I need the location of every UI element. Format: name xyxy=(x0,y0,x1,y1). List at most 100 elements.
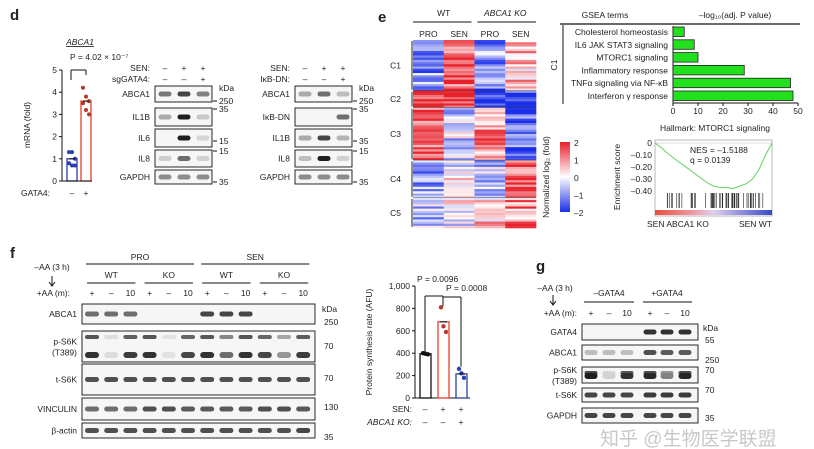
heatmap-cell xyxy=(505,153,537,157)
heatmap-cell xyxy=(443,109,475,113)
heatmap-cell xyxy=(413,210,445,214)
band xyxy=(257,352,272,358)
marker-label: 55 xyxy=(705,335,715,345)
blot-row-label: IκB-DN xyxy=(263,112,290,122)
p-value-2: P = 0.0008 xyxy=(446,283,487,293)
panel-label-d: d xyxy=(10,7,19,24)
gsea-header-value: –log₁₀(adj. P value) xyxy=(699,10,772,20)
kda-label: kDa xyxy=(322,304,337,314)
gsea-term: Cholesterol homeostasis xyxy=(575,27,668,37)
heatmap-cell xyxy=(443,86,475,89)
condition-value: – xyxy=(441,417,446,427)
heatmap-cell xyxy=(413,147,445,150)
band xyxy=(620,350,634,355)
heatmap-cell xyxy=(413,221,445,225)
lane-label: – xyxy=(166,288,171,298)
heatmap-cell xyxy=(413,75,445,78)
band xyxy=(104,335,119,339)
x-tick-label: 10 xyxy=(693,106,703,116)
heatmap-cell xyxy=(474,116,506,119)
heatmap-cell xyxy=(443,90,475,94)
condition-value: – xyxy=(303,74,308,84)
heatmap-cell xyxy=(443,94,475,98)
heatmap-cell xyxy=(474,206,506,209)
heatmap-cell xyxy=(474,48,506,52)
band xyxy=(678,373,692,379)
lane-label: 10 xyxy=(241,288,251,298)
band xyxy=(177,156,191,161)
heatmap-cell xyxy=(474,193,506,197)
heatmap-cell xyxy=(413,160,445,163)
heatmap-cell xyxy=(505,127,537,130)
heatmap-cell xyxy=(443,162,475,166)
heatmap-cell xyxy=(443,171,475,174)
heatmap-cell xyxy=(474,131,506,135)
heatmap-cell xyxy=(474,149,506,152)
heatmap-cell xyxy=(505,215,537,218)
blot-row-label: p-S6K (T389) xyxy=(52,337,77,358)
heatmap-cell xyxy=(474,173,506,177)
heatmap-cell xyxy=(443,144,475,148)
heatmap-cell xyxy=(413,149,445,152)
band xyxy=(181,406,195,412)
heatmap-cell xyxy=(413,215,445,218)
data-point xyxy=(67,150,71,155)
band xyxy=(200,406,215,412)
heatmap-cell xyxy=(413,195,445,199)
lane-label: – xyxy=(665,308,670,318)
group-header: +GATA4 xyxy=(651,288,683,298)
band xyxy=(181,428,195,433)
heatmap-cell xyxy=(505,99,537,102)
heatmap-cell xyxy=(505,107,537,111)
heatmap-cell xyxy=(413,140,445,144)
condition-value: + xyxy=(201,74,206,84)
band xyxy=(678,392,692,398)
band xyxy=(336,91,350,97)
heatmap-cell xyxy=(474,164,506,168)
heatmap-cell xyxy=(443,140,475,144)
heatmap-cell xyxy=(443,53,475,56)
cluster-label: C1 xyxy=(390,60,401,70)
heatmap-cell xyxy=(474,125,506,128)
nes-label: NES = –1.5188 xyxy=(690,145,748,155)
band xyxy=(219,311,234,317)
marker-label: 35 xyxy=(219,177,229,187)
marker-label: 35 xyxy=(219,104,229,114)
heatmap-cell xyxy=(474,182,506,185)
blot-row-label: VINCULIN xyxy=(37,404,77,414)
heatmap-cell xyxy=(413,97,445,100)
data-point xyxy=(438,305,444,310)
marker-label: 15 xyxy=(219,136,229,146)
marker-label: 15 xyxy=(359,146,369,156)
x-tick-label: 50 xyxy=(793,106,803,116)
column-header: SEN xyxy=(512,29,529,39)
heatmap-cell xyxy=(474,97,506,100)
heatmap-cell xyxy=(505,90,537,94)
panel-label-e: e xyxy=(378,9,386,26)
heatmap-cell xyxy=(413,171,445,174)
marker-label: 130 xyxy=(324,402,338,412)
heatmap-cell xyxy=(413,59,445,63)
band xyxy=(660,413,674,418)
plot-frame xyxy=(654,139,773,217)
blot-row-3 xyxy=(581,387,699,403)
heatmap-cell xyxy=(413,70,445,74)
heatmap-cell xyxy=(505,169,537,172)
y-tick-label: 4 xyxy=(52,87,57,97)
heatmap-cell xyxy=(505,221,537,225)
heatmap-cell xyxy=(413,66,445,69)
heatmap-cell xyxy=(474,217,506,220)
heatmap-cell xyxy=(474,42,506,45)
heatmap-cell xyxy=(474,40,506,43)
heatmap-cell xyxy=(505,114,537,117)
colorbar-label: Normalized log₂ (fold) xyxy=(541,136,551,218)
condition-value: – xyxy=(303,63,308,73)
condition-value: – xyxy=(423,417,428,427)
band xyxy=(298,156,312,161)
band xyxy=(238,352,253,358)
band xyxy=(200,311,215,317)
band xyxy=(643,329,657,335)
marker-label: 70 xyxy=(705,365,715,375)
heatmap-cell xyxy=(505,57,537,61)
condition-value: – xyxy=(182,74,187,84)
